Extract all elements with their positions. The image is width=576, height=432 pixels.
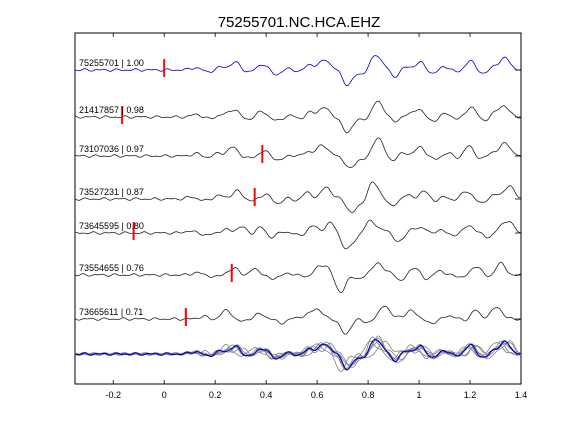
x-tick-label: 1.4	[515, 390, 528, 400]
labels-layer: 75255701 | 1.00 21417857 | 0.98 73107036 |…	[79, 58, 144, 317]
trace-21417857	[74, 100, 522, 134]
stack-layer	[74, 335, 522, 373]
trace-73554655	[74, 261, 522, 294]
axes-box	[74, 32, 522, 385]
chart-title: 75255701.NC.HCA.EHZ	[218, 14, 381, 31]
trace-label-73665611: 73665611 | 0.71	[79, 307, 143, 317]
stack-trace-73107036	[75, 335, 522, 366]
trace-73665611	[74, 305, 522, 335]
stack-reference-trace	[74, 338, 522, 371]
trace-75255701	[74, 55, 522, 87]
x-tick-label: 1	[417, 390, 422, 400]
x-tick-label: 0.6	[311, 390, 324, 400]
stack-trace-73554655	[74, 340, 522, 373]
trace-label-73527231: 73527231 | 0.87	[79, 187, 144, 197]
x-tick-label: 1.2	[464, 390, 477, 400]
x-tick-label: 0.8	[362, 390, 375, 400]
trace-label-73645595: 73645595 | 0.80	[79, 221, 144, 231]
x-tick-label: 0.4	[260, 390, 273, 400]
x-tick-label: 0.2	[209, 390, 222, 400]
trace-label-21417857: 21417857 | 0.98	[79, 105, 144, 115]
trace-73645595	[74, 219, 522, 250]
trace-label-75255701: 75255701 | 1.00	[79, 58, 144, 68]
trace-label-73107036: 73107036 | 0.97	[79, 144, 144, 154]
x-axis: -0.2 0 0.2 0.4 0.6 0.8 1 1.2 1.4	[105, 33, 527, 400]
trace-label-73554655: 73554655 | 0.76	[79, 263, 144, 273]
traces-layer	[74, 55, 522, 335]
x-tick-label: 0	[162, 390, 167, 400]
picks-layer	[121, 59, 264, 326]
trace-73527231	[74, 181, 521, 213]
x-tick-label: -0.2	[105, 390, 121, 400]
trace-73107036	[75, 137, 522, 168]
